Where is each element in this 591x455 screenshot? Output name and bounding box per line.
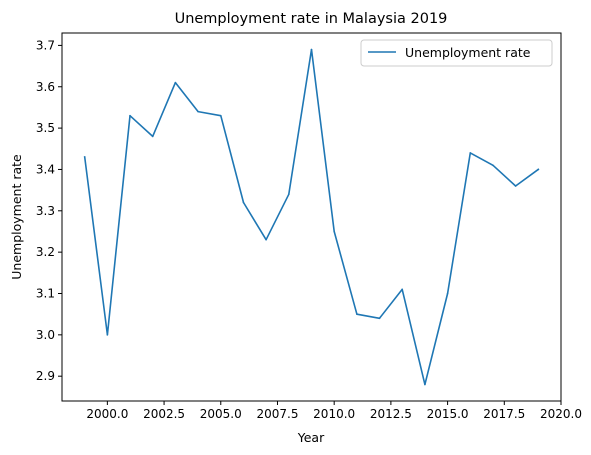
x-tick-label: 2002.5 <box>143 407 185 421</box>
series-layer <box>83 48 540 386</box>
y-tick-label: 3.7 <box>36 38 55 52</box>
series-line <box>83 48 540 386</box>
y-axis-label: Unemployment rate <box>9 154 24 280</box>
data-point <box>514 185 517 187</box>
plot-frame <box>61 32 562 402</box>
x-tick-label: 2017.5 <box>483 407 525 421</box>
data-point <box>106 334 109 336</box>
x-tick-label: 2000.0 <box>86 407 128 421</box>
data-point <box>83 156 86 158</box>
data-point <box>469 152 472 154</box>
data-point <box>537 168 540 171</box>
data-point <box>401 288 404 291</box>
legend-box <box>360 39 553 67</box>
x-tick-label: 2015.0 <box>427 407 469 421</box>
data-point <box>197 110 199 113</box>
x-tick-label: 2007.5 <box>256 407 298 421</box>
data-point <box>378 317 381 320</box>
data-point <box>151 135 154 138</box>
y-tick-label: 3.2 <box>36 245 55 259</box>
y-tick-label: 3.0 <box>36 328 55 342</box>
x-axis-ticks: 2000.0 2002.5 2005.0 2007.5 2010.0 2012.5 2015… <box>86 401 582 421</box>
y-tick-label: 3.6 <box>36 80 55 94</box>
data-point <box>288 193 290 196</box>
data-point <box>424 383 426 386</box>
chart-title: Unemployment rate in Malaysia 2019 <box>175 11 448 27</box>
data-point <box>446 292 449 295</box>
legend: Unemployment rate <box>360 39 553 67</box>
x-axis-label: Year <box>297 430 325 445</box>
data-point <box>356 313 358 315</box>
data-point <box>333 230 335 233</box>
data-point <box>174 81 177 84</box>
data-point <box>219 114 222 117</box>
data-point <box>242 201 245 204</box>
y-tick-label: 3.5 <box>36 121 55 135</box>
legend-label: Unemployment rate <box>405 45 531 60</box>
y-tick-label: 3.1 <box>36 286 55 300</box>
x-tick-label: 2012.5 <box>370 407 412 421</box>
y-tick-label: 3.4 <box>36 162 55 176</box>
y-tick-label: 3.3 <box>36 204 55 218</box>
data-point <box>492 164 494 167</box>
data-point <box>310 48 313 51</box>
x-tick-label: 2005.0 <box>200 407 242 421</box>
data-point <box>265 238 267 241</box>
y-axis-ticks: 2.9 3.0 3.1 3.2 3.3 3.4 3.5 3.6 3.7 <box>36 38 62 383</box>
data-point <box>129 114 131 117</box>
plot-area: 2000.0 2002.5 2005.0 2007.5 2010.0 2012.5 2015… <box>36 32 582 421</box>
x-tick-label: 2010.0 <box>313 407 355 421</box>
x-tick-label: 2020.0 <box>540 407 582 421</box>
y-tick-label: 2.9 <box>36 369 55 383</box>
